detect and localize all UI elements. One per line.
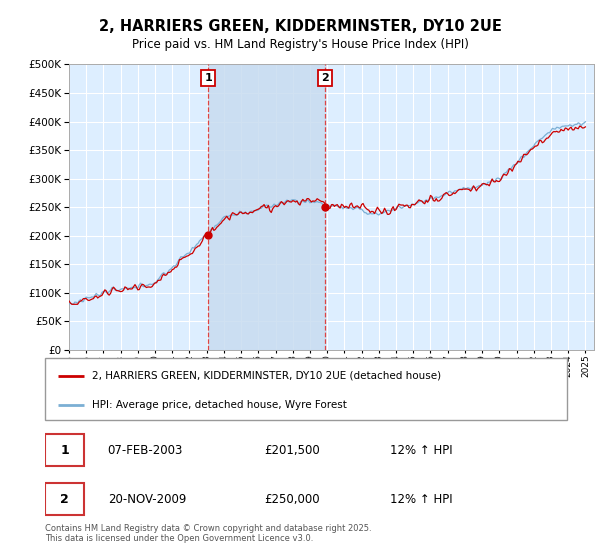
Text: 2, HARRIERS GREEN, KIDDERMINSTER, DY10 2UE: 2, HARRIERS GREEN, KIDDERMINSTER, DY10 2… bbox=[98, 19, 502, 34]
Text: 2, HARRIERS GREEN, KIDDERMINSTER, DY10 2UE (detached house): 2, HARRIERS GREEN, KIDDERMINSTER, DY10 2… bbox=[92, 371, 441, 381]
FancyBboxPatch shape bbox=[45, 435, 84, 466]
Text: £201,500: £201,500 bbox=[264, 444, 320, 456]
FancyBboxPatch shape bbox=[45, 358, 567, 420]
Text: 1: 1 bbox=[204, 73, 212, 83]
FancyBboxPatch shape bbox=[45, 483, 84, 515]
Bar bbox=[208, 64, 325, 350]
Text: 1: 1 bbox=[60, 444, 69, 456]
Text: 07-FEB-2003: 07-FEB-2003 bbox=[107, 444, 183, 456]
Text: Contains HM Land Registry data © Crown copyright and database right 2025.
This d: Contains HM Land Registry data © Crown c… bbox=[45, 524, 371, 543]
Text: 2: 2 bbox=[60, 493, 69, 506]
Text: 12% ↑ HPI: 12% ↑ HPI bbox=[389, 493, 452, 506]
Text: 12% ↑ HPI: 12% ↑ HPI bbox=[389, 444, 452, 456]
Text: 20-NOV-2009: 20-NOV-2009 bbox=[107, 493, 186, 506]
Text: 2: 2 bbox=[321, 73, 329, 83]
Text: HPI: Average price, detached house, Wyre Forest: HPI: Average price, detached house, Wyre… bbox=[92, 400, 347, 409]
Text: £250,000: £250,000 bbox=[264, 493, 320, 506]
Text: Price paid vs. HM Land Registry's House Price Index (HPI): Price paid vs. HM Land Registry's House … bbox=[131, 38, 469, 52]
